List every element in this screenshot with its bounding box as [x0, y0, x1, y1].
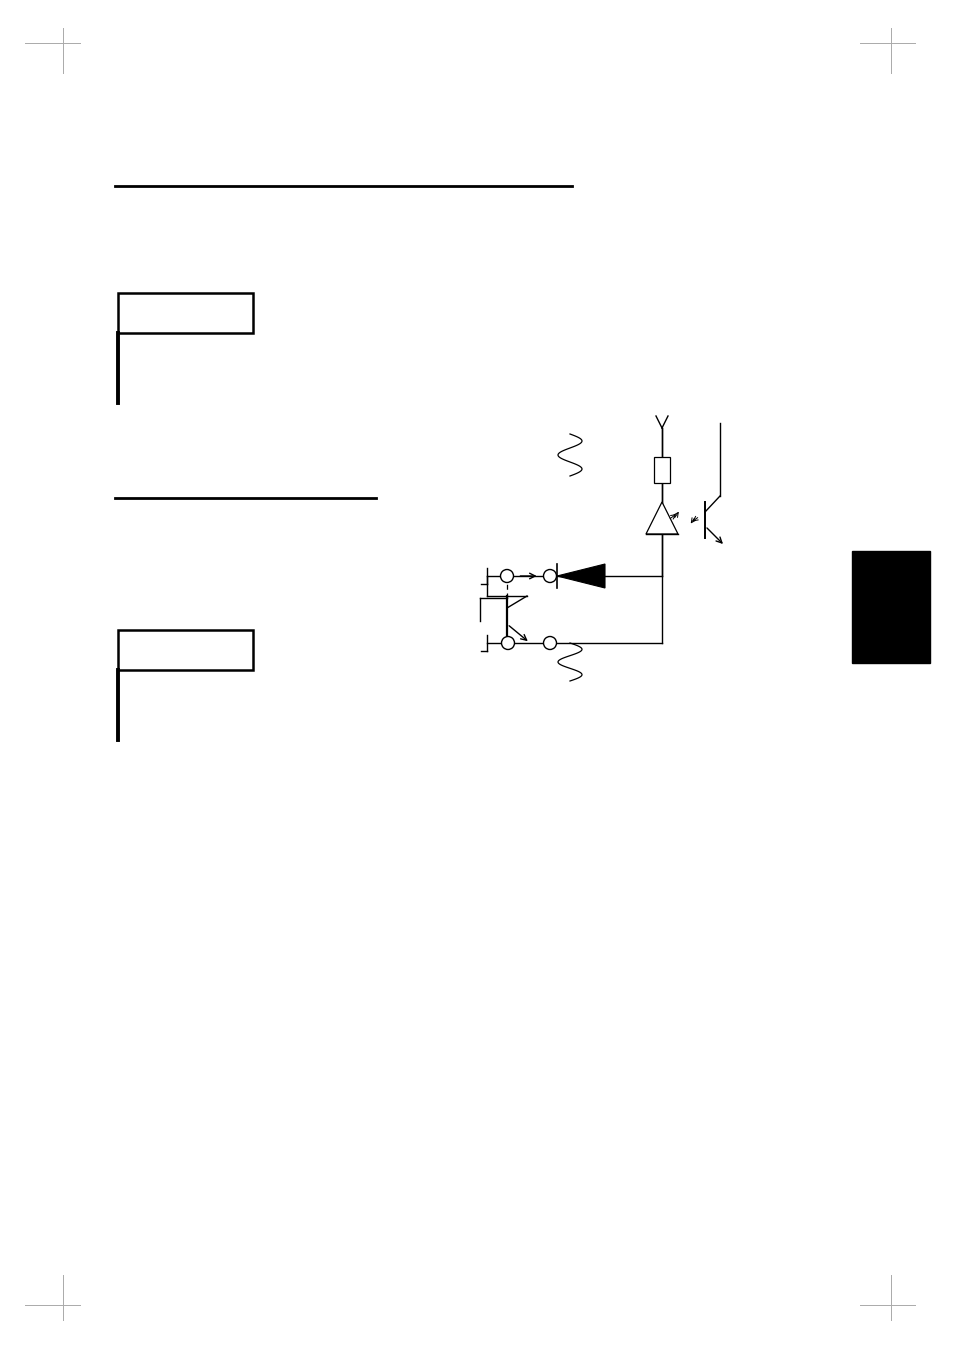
Circle shape	[543, 636, 556, 650]
Polygon shape	[645, 501, 678, 534]
Bar	[851, 551, 929, 663]
Circle shape	[543, 569, 556, 582]
Circle shape	[500, 569, 513, 582]
Bar	[654, 457, 669, 483]
Polygon shape	[557, 563, 604, 588]
Bar	[118, 630, 253, 670]
Circle shape	[501, 636, 514, 650]
Bar	[118, 293, 253, 333]
